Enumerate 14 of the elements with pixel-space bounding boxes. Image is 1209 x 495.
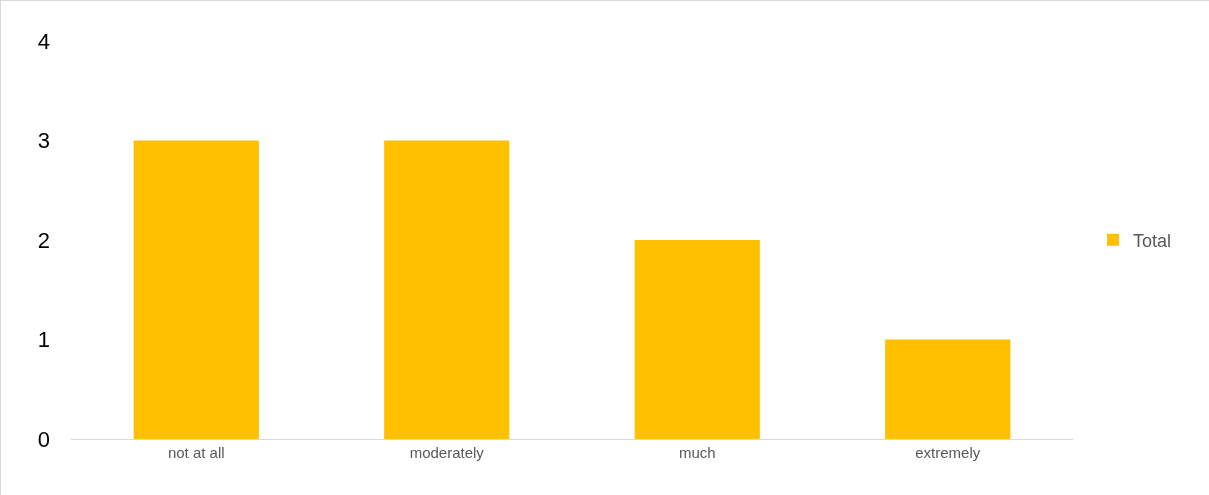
bar [885, 339, 1011, 439]
x-tick-label: extremely [915, 444, 981, 461]
bar [133, 140, 259, 439]
y-tick-label: 0 [37, 426, 50, 452]
x-tick-label: not at all [167, 444, 225, 461]
x-tick-label: moderately [409, 444, 485, 461]
bar [384, 140, 510, 439]
y-tick-label: 2 [37, 227, 50, 253]
x-tick-label: much [678, 444, 716, 461]
bar [634, 240, 760, 439]
legend-label: Total [1133, 230, 1172, 251]
y-tick-label: 3 [37, 128, 50, 154]
y-tick-label: 1 [37, 327, 50, 353]
y-tick-label: 4 [37, 28, 50, 54]
